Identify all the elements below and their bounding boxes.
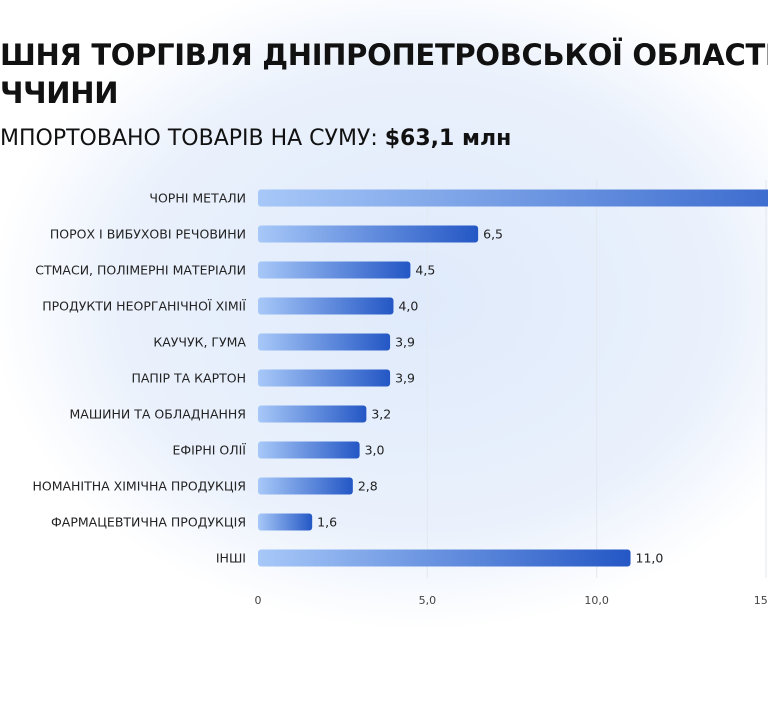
subtitle-amount: $63,1 млн (384, 126, 512, 151)
value-label: 3,0 (365, 443, 385, 458)
value-label: 2,8 (358, 479, 378, 494)
y-tick-label: ПАПІР ТА КАРТОН (131, 371, 246, 386)
bar (258, 441, 360, 459)
y-tick-label: ПРОДУКТИ НЕОРГАНІЧНОЇ ХІМІЇ (42, 299, 246, 314)
bar (258, 477, 353, 495)
y-tick-label: ФАРМАЦЕВТИЧНА ПРОДУКЦІЯ (51, 515, 246, 530)
bar (258, 405, 367, 423)
bar (258, 369, 391, 387)
y-tick-label: СТМАСИ, ПОЛІМЕРНІ МАТЕРІАЛИ (35, 263, 246, 278)
value-label: 1,6 (317, 515, 337, 530)
title: ШНЯ ТОРГІВЛЯ ДНІПРОПЕТРОВСЬКОЇ ОБЛАСТІ (0, 38, 768, 72)
value-label: 3,2 (371, 407, 391, 422)
value-label: 11,0 (636, 551, 664, 566)
x-tick-label: 10,0 (584, 594, 609, 607)
value-label: 4,0 (398, 299, 418, 314)
y-tick-label: КАУЧУК, ГУМА (153, 335, 246, 350)
bar (258, 513, 313, 531)
bar (258, 261, 411, 279)
bar (258, 297, 394, 315)
title: ЧЧИНИ (0, 76, 119, 110)
value-label: 3,9 (395, 371, 415, 386)
value-label: 6,5 (483, 227, 503, 242)
value-label: 4,5 (415, 263, 435, 278)
x-tick-label: 5,0 (419, 594, 437, 607)
bar (258, 189, 768, 207)
subtitle: МПОРТОВАНО ТОВАРІВ НА СУМУ: $63,1 млн (0, 126, 511, 151)
subtitle-text: МПОРТОВАНО ТОВАРІВ НА СУМУ: (0, 126, 378, 151)
x-tick-label: 15,0 (754, 594, 768, 607)
bar (258, 333, 391, 351)
y-tick-label: ІНШІ (216, 551, 246, 566)
bar (258, 549, 631, 567)
y-tick-label: НОМАНІТНА ХІМІЧНА ПРОДУКЦІЯ (32, 479, 246, 494)
y-tick-label: МАШИНИ ТА ОБЛАДНАННЯ (69, 407, 246, 422)
bar (258, 225, 479, 243)
value-label: 3,9 (395, 335, 415, 350)
y-tick-label: ЧОРНІ МЕТАЛИ (149, 191, 246, 206)
y-tick-label: ЕФІРНІ ОЛІЇ (172, 443, 246, 458)
y-tick-label: ПОРОХ І ВИБУХОВІ РЕЧОВИНИ (50, 227, 246, 242)
x-tick-label: 0 (255, 594, 262, 607)
